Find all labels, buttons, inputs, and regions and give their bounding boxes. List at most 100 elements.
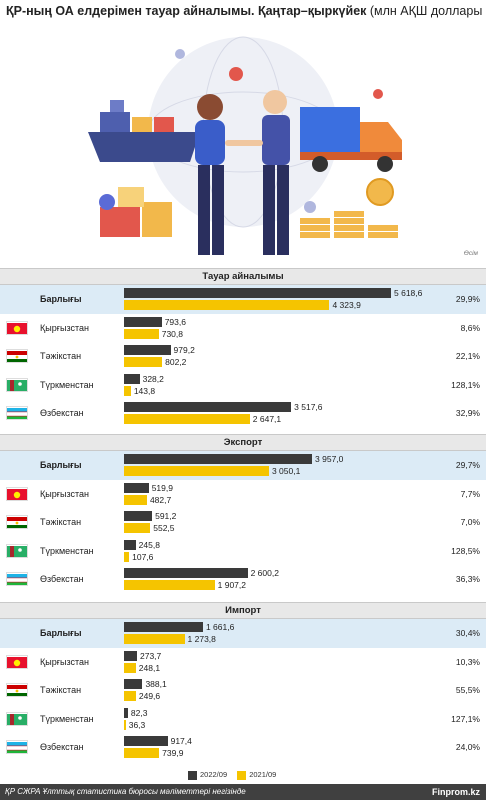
bar-2022 xyxy=(124,650,137,661)
country-row: Түркменстан 128,5% 245,8 107,6 xyxy=(0,537,486,566)
growth-value: 22,1% xyxy=(455,351,480,361)
data-label-2021: 249,6 xyxy=(138,691,161,701)
bar-2021 xyxy=(124,466,269,476)
category-label: Тәжікстан xyxy=(40,351,82,361)
bar-2021 xyxy=(124,494,147,505)
category-label: Өзбекстан xyxy=(40,742,84,752)
category-label: Қырғызстан xyxy=(40,488,89,499)
bar-2022 xyxy=(124,679,143,689)
bar-2021 xyxy=(124,662,136,673)
section-header-0: Тауар айналымы xyxy=(0,268,486,285)
data-label-2022: 82,3 xyxy=(130,707,148,718)
legend: 2022/09 2021/09 xyxy=(180,770,276,780)
bar-2021 xyxy=(124,748,160,758)
bar-2021 xyxy=(124,385,131,396)
data-label-2022: 519,9 xyxy=(151,482,173,493)
flag-tj xyxy=(6,683,28,697)
data-label-2021: 1 907,2 xyxy=(217,580,246,590)
flag-uz xyxy=(6,740,28,754)
brand-logo: Finprom.kz xyxy=(431,787,480,797)
bar-2021 xyxy=(124,634,185,644)
data-label-2021: 4 323,9 xyxy=(332,300,361,310)
growth-value: 36,3% xyxy=(455,574,480,584)
legend-swatch-2021 xyxy=(237,770,247,780)
trade-illustration xyxy=(0,22,486,262)
data-label-2021: 3 050,1 xyxy=(271,466,301,476)
data-label-2021: 36,3 xyxy=(128,719,146,730)
growth-value: 8,6% xyxy=(460,322,480,333)
data-label-2021: 802,2 xyxy=(165,357,187,367)
title-main: ҚР-ның ОА елдерімен тауар айналымы. Қаңт… xyxy=(6,4,367,18)
flag-kg xyxy=(6,320,28,335)
category-label: Барлығы xyxy=(40,628,82,638)
data-label-2021: 248,1 xyxy=(138,662,161,673)
data-label-2021: 552,5 xyxy=(153,523,175,533)
section-header-2: Импорт xyxy=(0,602,486,619)
country-row: Түркменстан 127,1% 82,3 36,3 xyxy=(0,705,486,734)
country-row: Өзбекстан 36,3% 2 600,2 1 907,2 xyxy=(0,565,486,594)
data-label-2021: 143,8 xyxy=(133,385,156,396)
bar-2021 xyxy=(124,580,215,590)
category-label: Түркменстан xyxy=(40,545,94,556)
total-row: Барлығы 29,9% 5 618,6 4 323,9 xyxy=(0,285,486,314)
bar-2022 xyxy=(124,622,203,632)
bar-2021 xyxy=(124,551,130,562)
bar-2022 xyxy=(124,539,136,550)
growth-value: 32,9% xyxy=(455,408,480,418)
legend-swatch-2022 xyxy=(188,770,197,780)
country-row: Тәжікстан 7,0% 591,2 552,5 xyxy=(0,508,486,537)
data-label-2022: 793,6 xyxy=(164,316,186,327)
growth-value: 127,1% xyxy=(451,713,480,724)
data-label-2021: 1 273,8 xyxy=(187,634,216,644)
data-label-2022: 3 957,0 xyxy=(315,454,344,464)
bar-2022 xyxy=(124,345,171,355)
bar-2022 xyxy=(124,316,162,327)
data-label-2021: 107,6 xyxy=(132,551,154,562)
flag-uz xyxy=(6,572,28,586)
country-row: Тәжікстан 55,5% 388,1 249,6 xyxy=(0,676,486,705)
bar-2022 xyxy=(124,454,313,464)
bar-2022 xyxy=(124,373,140,384)
country-row: Өзбекстан 24,0% 917,4 739,9 xyxy=(0,733,486,762)
flag-kg xyxy=(6,486,28,501)
growth-value: 128,1% xyxy=(451,379,480,390)
flag-uz xyxy=(6,406,28,420)
country-row: Түркменстан 128,1% 328,2 143,8 xyxy=(0,371,486,400)
category-label: Тәжікстан xyxy=(40,685,82,695)
title-unit: (млн АҚШ доллары) xyxy=(366,4,482,18)
bar-2021 xyxy=(124,691,136,701)
growth-value: 128,5% xyxy=(451,545,480,556)
bar-2021 xyxy=(124,719,126,730)
country-row: Қырғызстан 8,6% 793,6 730,8 xyxy=(0,314,486,343)
data-label-2022: 3 517,6 xyxy=(294,402,323,412)
total-row: Барлығы 30,4% 1 661,6 1 273,8 xyxy=(0,619,486,648)
bar-2022 xyxy=(124,288,391,298)
flag-tj xyxy=(6,515,28,529)
data-label-2021: 730,8 xyxy=(161,328,183,339)
category-label: Барлығы xyxy=(40,294,82,304)
bar-2021 xyxy=(124,328,159,339)
flag-tj xyxy=(6,349,28,363)
bar-2022 xyxy=(124,482,149,493)
country-row: Қырғызстан 7,7% 519,9 482,7 xyxy=(0,480,486,509)
data-label-2022: 979,2 xyxy=(173,345,195,355)
bar-2022 xyxy=(124,736,168,746)
flag-kg xyxy=(6,654,28,669)
flag-tm xyxy=(6,543,28,558)
flag-tm xyxy=(6,711,28,726)
data-label-2022: 328,2 xyxy=(142,373,164,384)
data-label-2021: 739,9 xyxy=(162,748,184,758)
data-label-2022: 917,4 xyxy=(170,736,192,746)
growth-value: 29,7% xyxy=(455,460,480,470)
data-label-2022: 591,2 xyxy=(155,511,177,521)
growth-value: 7,0% xyxy=(460,517,480,527)
category-label: Қырғызстан xyxy=(40,322,89,333)
data-label-2022: 388,1 xyxy=(145,679,167,689)
flag-tm xyxy=(6,377,28,392)
legend-label-2022: 2022/09 xyxy=(200,770,228,779)
growth-value: 24,0% xyxy=(455,742,480,752)
growth-column-label: Өсім xyxy=(463,250,478,257)
category-label: Өзбекстан xyxy=(40,574,84,584)
country-row: Тәжікстан 22,1% 979,2 802,2 xyxy=(0,342,486,371)
country-row: Өзбекстан 32,9% 3 517,6 2 647,1 xyxy=(0,399,486,428)
